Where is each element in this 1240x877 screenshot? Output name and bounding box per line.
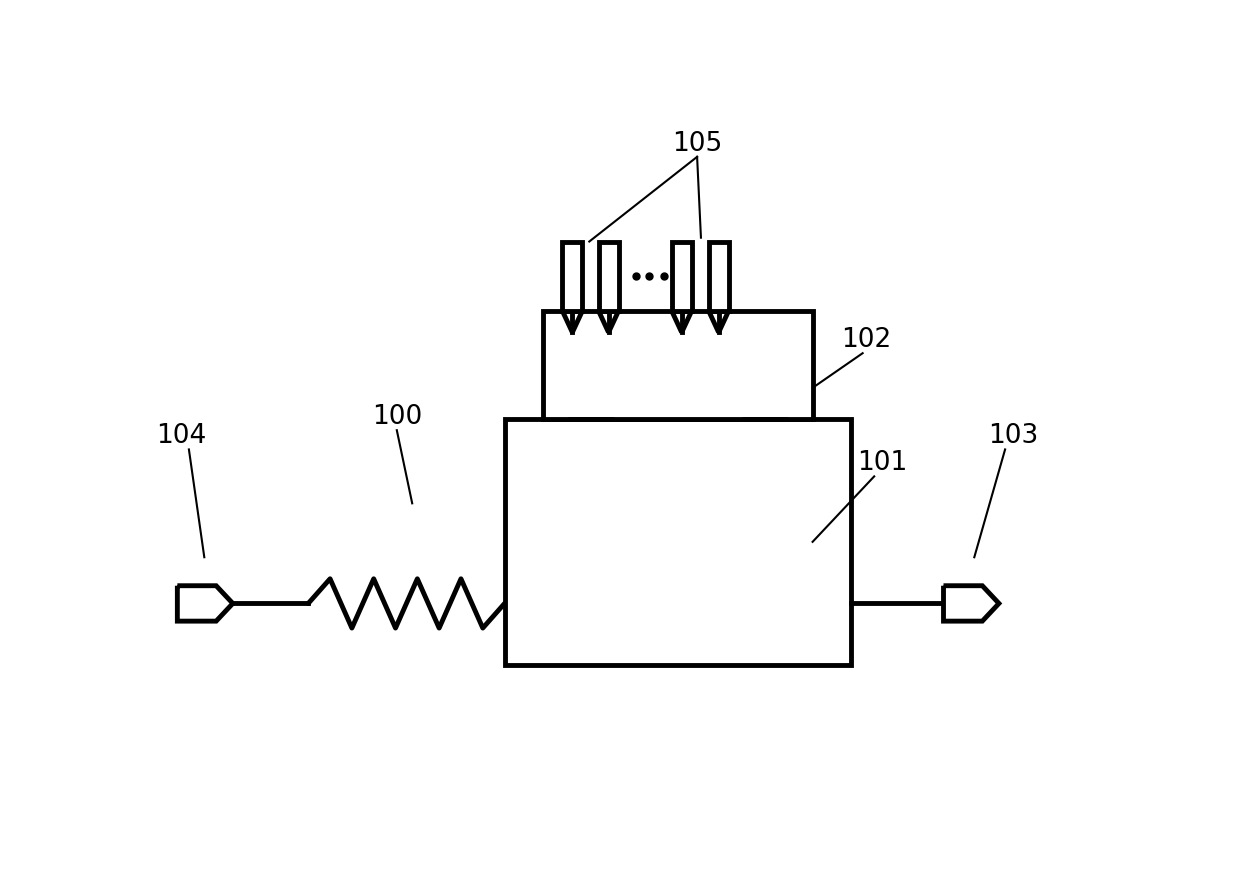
Text: 104: 104 xyxy=(156,424,206,449)
Polygon shape xyxy=(177,586,233,621)
Text: 105: 105 xyxy=(672,131,722,157)
Bar xyxy=(672,241,692,310)
Text: 101: 101 xyxy=(857,451,906,476)
Polygon shape xyxy=(944,586,999,621)
Bar xyxy=(708,241,729,310)
Text: 100: 100 xyxy=(372,404,422,431)
Bar xyxy=(563,241,583,310)
Text: 102: 102 xyxy=(842,327,892,353)
Text: 103: 103 xyxy=(988,424,1038,449)
Bar xyxy=(599,241,619,310)
Bar xyxy=(505,418,851,665)
Bar xyxy=(543,310,812,418)
